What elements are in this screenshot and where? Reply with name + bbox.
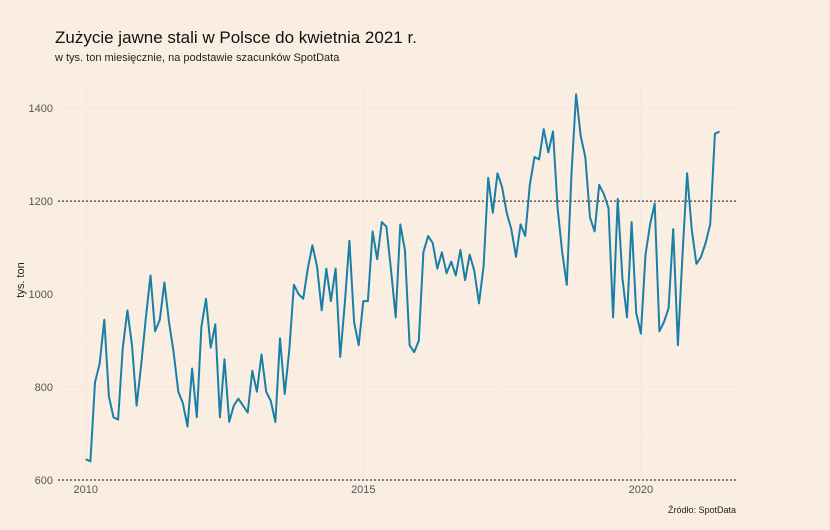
x-tick-label-2020: 2020 [629, 484, 653, 496]
x-tick-label-2015: 2015 [351, 484, 375, 496]
chart-subtitle: w tys. ton miesięcznie, na podstawie sza… [54, 52, 340, 64]
reference-lines [58, 200, 738, 481]
y-axis-label: tys. ton [15, 262, 27, 297]
y-tick-label-1400: 1400 [29, 103, 53, 115]
series-group [85, 93, 720, 463]
y-tick-label-800: 800 [35, 382, 53, 394]
y-tick-label-1200: 1200 [29, 196, 53, 208]
y-axis: 600 800 1000 1200 1400 [29, 103, 53, 487]
y-tick-label-600: 600 [35, 475, 53, 487]
x-axis: 2010 2015 2020 [74, 484, 654, 496]
chart-title: Zużycie jawne stali w Polsce do kwietnia… [55, 28, 417, 47]
source-caption: Źródło: SpotData [668, 505, 736, 515]
x-tick-label-2010: 2010 [74, 484, 98, 496]
series-line-0 [85, 93, 720, 463]
y-tick-label-1000: 1000 [29, 289, 53, 301]
